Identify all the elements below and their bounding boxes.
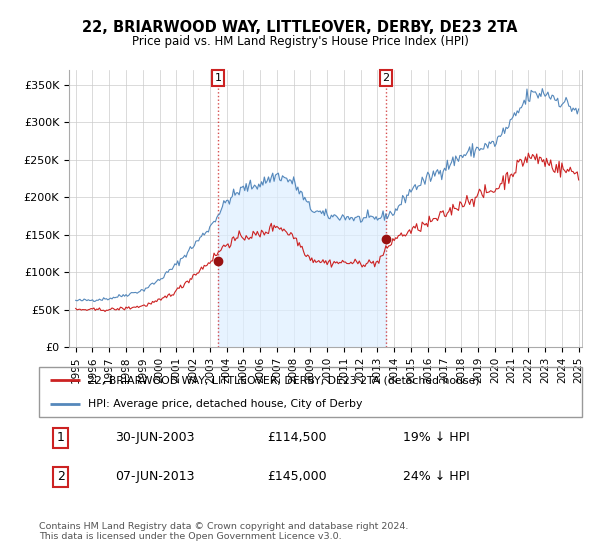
Text: HPI: Average price, detached house, City of Derby: HPI: Average price, detached house, City… bbox=[88, 399, 362, 409]
Text: £114,500: £114,500 bbox=[267, 431, 326, 445]
Text: 22, BRIARWOOD WAY, LITTLEOVER, DERBY, DE23 2TA (detached house): 22, BRIARWOOD WAY, LITTLEOVER, DERBY, DE… bbox=[88, 375, 479, 385]
Text: 30-JUN-2003: 30-JUN-2003 bbox=[115, 431, 194, 445]
Text: 07-JUN-2013: 07-JUN-2013 bbox=[115, 470, 194, 483]
Text: 24% ↓ HPI: 24% ↓ HPI bbox=[403, 470, 470, 483]
Text: 1: 1 bbox=[215, 73, 222, 83]
Text: Price paid vs. HM Land Registry's House Price Index (HPI): Price paid vs. HM Land Registry's House … bbox=[131, 35, 469, 48]
Text: 2: 2 bbox=[382, 73, 389, 83]
Text: Contains HM Land Registry data © Crown copyright and database right 2024.
This d: Contains HM Land Registry data © Crown c… bbox=[39, 522, 409, 542]
Text: 1: 1 bbox=[57, 431, 65, 445]
Text: 2: 2 bbox=[57, 470, 65, 483]
Text: 22, BRIARWOOD WAY, LITTLEOVER, DERBY, DE23 2TA: 22, BRIARWOOD WAY, LITTLEOVER, DERBY, DE… bbox=[82, 20, 518, 35]
Text: £145,000: £145,000 bbox=[267, 470, 326, 483]
Text: 19% ↓ HPI: 19% ↓ HPI bbox=[403, 431, 470, 445]
